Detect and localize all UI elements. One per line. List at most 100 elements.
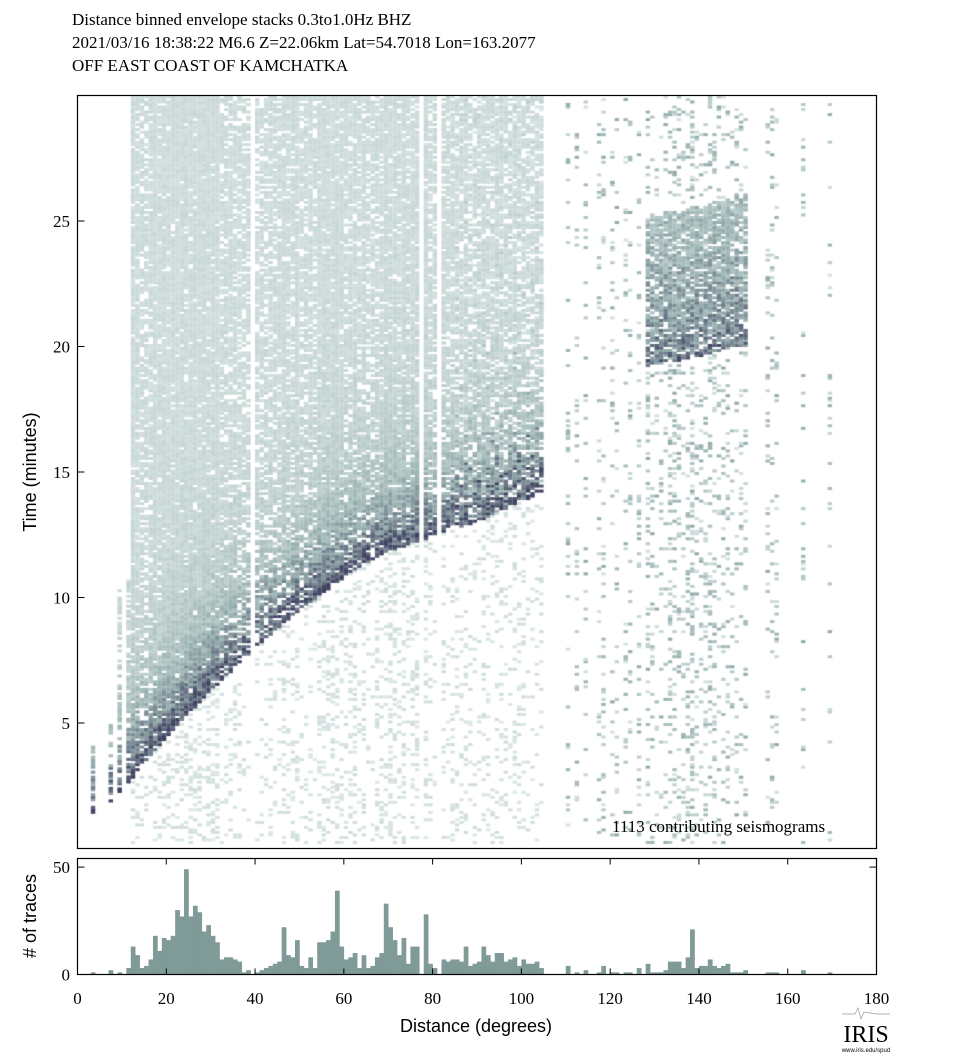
- histogram-bar: [126, 968, 132, 975]
- histogram-bar: [765, 972, 771, 975]
- x-tick-label: 100: [509, 989, 535, 1008]
- histogram-bar: [827, 972, 833, 975]
- histogram-bar: [441, 959, 447, 975]
- histogram-bar: [388, 927, 393, 975]
- histogram-bar: [472, 963, 478, 975]
- histogram-bar: [774, 972, 780, 975]
- histogram-bar: [379, 953, 385, 975]
- histogram-bar: [450, 959, 456, 975]
- histogram-bar: [477, 961, 482, 975]
- histogram-bar: [272, 963, 278, 975]
- histogram-bar: [352, 953, 358, 975]
- y-tick-label: 20: [53, 338, 70, 357]
- histogram-bar: [117, 972, 123, 975]
- histogram-bar: [459, 961, 464, 975]
- y-tick-label: 5: [62, 714, 71, 733]
- histogram-bar: [317, 942, 322, 975]
- x-tick-label: 0: [73, 989, 82, 1008]
- histogram-bar: [157, 950, 163, 975]
- histogram-bar: [685, 957, 691, 975]
- histogram-bar: [658, 972, 664, 975]
- histogram-bar: [166, 940, 172, 975]
- histogram-bar: [490, 961, 496, 975]
- histogram-bar: [481, 946, 487, 975]
- histogram-bar: [210, 935, 216, 975]
- histogram-bar: [290, 957, 296, 975]
- heatmap-frame: [76, 94, 878, 850]
- histogram-bar: [188, 916, 194, 975]
- histogram-bar: [246, 970, 251, 975]
- histogram-bar: [135, 955, 140, 975]
- histogram-bar: [645, 963, 651, 975]
- histogram-bar: [374, 957, 380, 975]
- histogram-bar: [716, 968, 722, 975]
- histogram-bar: [503, 961, 509, 975]
- histogram-bar: [667, 961, 673, 975]
- event-region: OFF EAST COAST OF KAMCHATKA: [72, 56, 349, 75]
- histogram-bar: [401, 937, 407, 975]
- histogram-bar: [241, 972, 247, 975]
- histogram-bar: [721, 965, 726, 975]
- histogram-bar: [769, 972, 775, 975]
- histogram-bar: [454, 959, 460, 975]
- histogram-bar: [268, 965, 274, 975]
- histogram-bar: [410, 946, 416, 975]
- plot-title: Distance binned envelope stacks 0.3to1.0…: [72, 10, 412, 29]
- histogram-bar: [237, 961, 243, 975]
- histogram-bar: [681, 968, 686, 975]
- histogram-y-label: # of traces: [20, 874, 40, 958]
- histogram-bar: [636, 968, 642, 975]
- histogram-bar: [263, 968, 269, 975]
- histogram-bar: [534, 961, 540, 975]
- histogram-bar: [383, 903, 389, 975]
- histogram-bar: [357, 968, 362, 975]
- histogram-bar: [179, 916, 185, 975]
- y-tick-label: 15: [53, 463, 70, 482]
- y-tick-label: 10: [53, 589, 70, 608]
- histogram-bar: [614, 972, 620, 975]
- histogram-bar: [539, 968, 544, 975]
- event-info: 2021/03/16 18:38:22 M6.6 Z=22.06km Lat=5…: [72, 33, 536, 52]
- histogram-bar: [623, 972, 629, 975]
- histogram-bar: [392, 940, 398, 975]
- histogram-bar: [610, 972, 615, 975]
- histogram-bar: [361, 955, 367, 975]
- histogram-bar: [654, 972, 660, 975]
- histogram-bar: [521, 959, 527, 975]
- histogram-bar: [184, 869, 189, 975]
- histogram-bar: [725, 963, 731, 975]
- histogram-bar: [703, 965, 709, 975]
- histogram-bar: [277, 961, 282, 975]
- histogram-bar: [201, 931, 207, 975]
- histogram-bar: [432, 968, 438, 975]
- x-tick-label: 160: [775, 989, 801, 1008]
- histogram-bar: [627, 972, 633, 975]
- x-axis-label: Distance (degrees): [400, 1016, 552, 1036]
- histogram-bar: [650, 972, 655, 975]
- histogram-bar: [525, 963, 531, 975]
- histogram-bar: [468, 965, 473, 975]
- histogram-bar: [690, 929, 695, 975]
- histogram-bar: [698, 965, 704, 975]
- histogram-bar: [144, 965, 149, 975]
- x-tick-label: 60: [335, 989, 352, 1008]
- histogram-bar: [197, 912, 203, 975]
- histogram-bar: [330, 931, 336, 975]
- histogram-bar: [192, 905, 198, 975]
- histogram-bar: [139, 968, 145, 975]
- histogram-bar: [370, 965, 376, 975]
- histogram-bar: [565, 965, 571, 975]
- histogram-bar: [255, 972, 260, 975]
- histogram-bar: [583, 970, 589, 975]
- histogram-bar: [259, 970, 265, 975]
- histogram-bar: [734, 972, 740, 975]
- histogram-bar: [445, 961, 451, 975]
- envelope-heatmap: [78, 96, 876, 848]
- histogram-bar: [299, 965, 305, 975]
- histogram-bar: [530, 963, 536, 975]
- histogram-bar: [223, 957, 229, 975]
- y-axis-label: Time (minutes): [20, 412, 40, 531]
- x-tick-label: 80: [424, 989, 441, 1008]
- histogram-bar: [423, 914, 429, 975]
